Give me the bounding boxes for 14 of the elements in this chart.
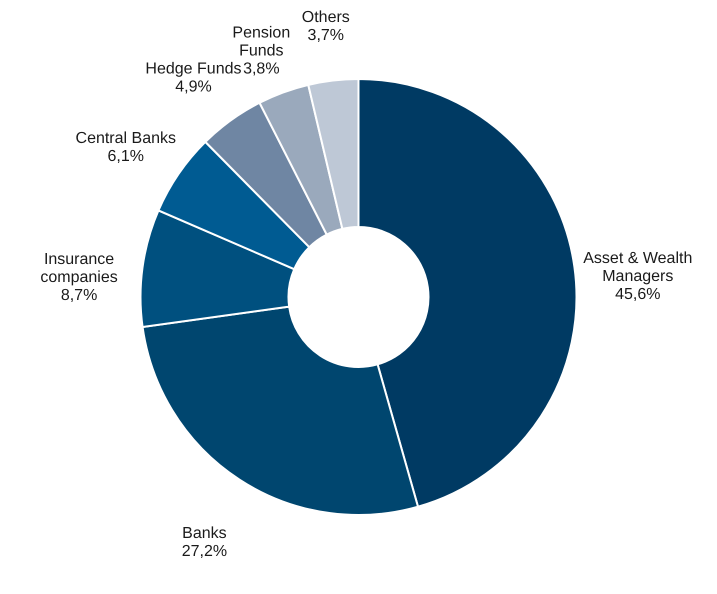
slice-label: Asset & Wealth Managers [583, 250, 692, 286]
slice-label: Banks [182, 525, 227, 542]
data-label: 27,2% [182, 543, 228, 560]
slice-label: Pension Funds [232, 24, 290, 60]
data-label: 4,9% [175, 78, 212, 96]
slice-label: Central Banks [76, 130, 176, 147]
data-label: 3,8% [243, 60, 280, 78]
data-label: 3,7% [308, 26, 344, 44]
data-label: 8,7% [60, 287, 98, 304]
data-label: 6,1% [108, 148, 144, 165]
data-label: 45,6% [615, 286, 660, 304]
slice-label: Hedge Funds [145, 60, 242, 78]
slice-label: Insurance companies [40, 251, 118, 286]
slice-label: Others [302, 8, 350, 26]
